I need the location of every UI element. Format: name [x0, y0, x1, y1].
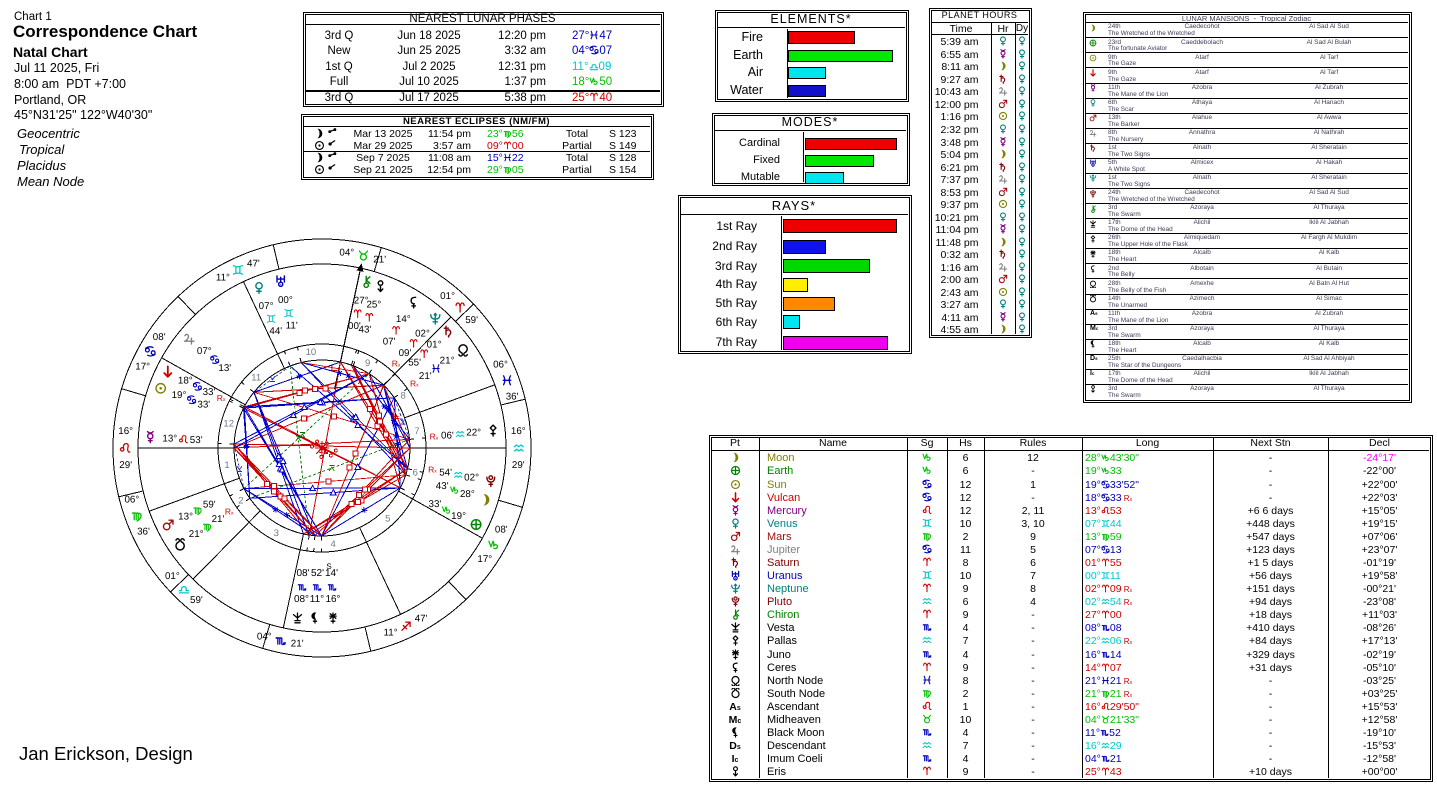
svg-text:8: 8	[400, 391, 405, 402]
svg-text:07°: 07°	[259, 301, 274, 312]
svg-text:07': 07'	[383, 336, 396, 347]
svg-text:06°: 06°	[493, 360, 508, 371]
svg-text:02°: 02°	[415, 328, 430, 339]
svg-text:10: 10	[306, 347, 317, 358]
svg-text:59': 59'	[465, 315, 478, 326]
svg-text:11°: 11°	[310, 594, 324, 605]
svg-text:2: 2	[238, 495, 243, 506]
svg-text:02°: 02°	[464, 472, 479, 483]
svg-text:11: 11	[251, 372, 261, 383]
svg-text:Rx: Rx	[217, 393, 226, 403]
svg-text:07°: 07°	[197, 346, 212, 357]
svg-text:11°: 11°	[384, 628, 398, 639]
svg-text:00°: 00°	[278, 295, 293, 306]
svg-text:43': 43'	[359, 325, 372, 336]
svg-text:27°: 27°	[354, 296, 369, 307]
svg-text:11°: 11°	[216, 273, 230, 284]
svg-text:00': 00'	[348, 321, 361, 332]
svg-text:21': 21'	[212, 514, 225, 525]
svg-text:54': 54'	[439, 467, 452, 478]
svg-text:21°: 21°	[440, 356, 455, 367]
svg-text:47': 47'	[247, 258, 260, 269]
svg-text:13°: 13°	[178, 511, 193, 522]
svg-text:14°: 14°	[396, 314, 411, 325]
svg-text:5: 5	[385, 514, 390, 525]
svg-text:13°: 13°	[162, 433, 177, 444]
svg-text:01°: 01°	[440, 291, 455, 302]
svg-text:47': 47'	[415, 613, 428, 624]
svg-text:16°: 16°	[118, 426, 133, 437]
svg-text:19°: 19°	[172, 390, 187, 401]
svg-text:01°: 01°	[427, 340, 442, 351]
svg-text:25°: 25°	[366, 300, 381, 311]
svg-text:36': 36'	[506, 391, 519, 402]
svg-text:59': 59'	[203, 499, 216, 510]
svg-text:09': 09'	[399, 348, 412, 359]
svg-text:S: S	[326, 562, 331, 571]
svg-text:9: 9	[365, 358, 370, 369]
svg-text:33': 33'	[429, 499, 442, 510]
svg-text:6: 6	[413, 468, 418, 479]
svg-text:08': 08'	[153, 332, 166, 343]
svg-text:01°: 01°	[165, 571, 180, 582]
svg-text:08°: 08°	[294, 594, 309, 605]
svg-text:12: 12	[223, 419, 234, 430]
svg-text:21': 21'	[373, 255, 386, 266]
svg-text:22°: 22°	[466, 428, 481, 439]
svg-text:04°: 04°	[257, 631, 272, 642]
svg-text:Rx: Rx	[430, 432, 439, 442]
svg-text:29': 29'	[512, 460, 525, 471]
svg-text:17°: 17°	[135, 361, 150, 372]
svg-text:21': 21'	[419, 371, 432, 382]
svg-text:16°: 16°	[325, 594, 340, 605]
svg-text:08': 08'	[296, 568, 309, 579]
svg-text:43': 43'	[436, 481, 449, 492]
svg-text:06': 06'	[441, 430, 454, 441]
svg-text:Rx: Rx	[428, 465, 437, 475]
svg-text:Rx: Rx	[225, 507, 234, 517]
svg-text:16°: 16°	[511, 426, 526, 437]
svg-text:17°: 17°	[477, 554, 492, 565]
svg-text:06°: 06°	[124, 495, 139, 506]
svg-text:19°: 19°	[451, 511, 466, 522]
svg-text:33': 33'	[197, 399, 210, 410]
svg-text:21': 21'	[291, 638, 304, 649]
svg-text:3: 3	[274, 528, 279, 539]
svg-text:59': 59'	[190, 595, 203, 606]
svg-text:08': 08'	[495, 525, 508, 536]
svg-text:Rx: Rx	[410, 379, 419, 389]
svg-text:33': 33'	[203, 387, 216, 398]
svg-text:18°: 18°	[178, 375, 193, 386]
svg-text:29': 29'	[119, 460, 132, 471]
svg-text:55': 55'	[408, 358, 421, 369]
svg-text:13': 13'	[218, 363, 231, 374]
svg-text:1: 1	[224, 460, 229, 471]
svg-text:04°: 04°	[339, 248, 354, 259]
svg-text:7: 7	[414, 426, 419, 437]
svg-text:53': 53'	[190, 435, 203, 446]
svg-text:11': 11'	[286, 321, 298, 332]
svg-text:Rx: Rx	[392, 358, 401, 368]
svg-text:44': 44'	[269, 326, 282, 337]
svg-text:4: 4	[330, 539, 335, 550]
svg-text:21°: 21°	[189, 529, 204, 540]
svg-text:14': 14'	[325, 568, 338, 579]
svg-text:52': 52'	[311, 568, 324, 579]
svg-text:36': 36'	[137, 526, 150, 537]
svg-text:28°: 28°	[460, 489, 475, 500]
